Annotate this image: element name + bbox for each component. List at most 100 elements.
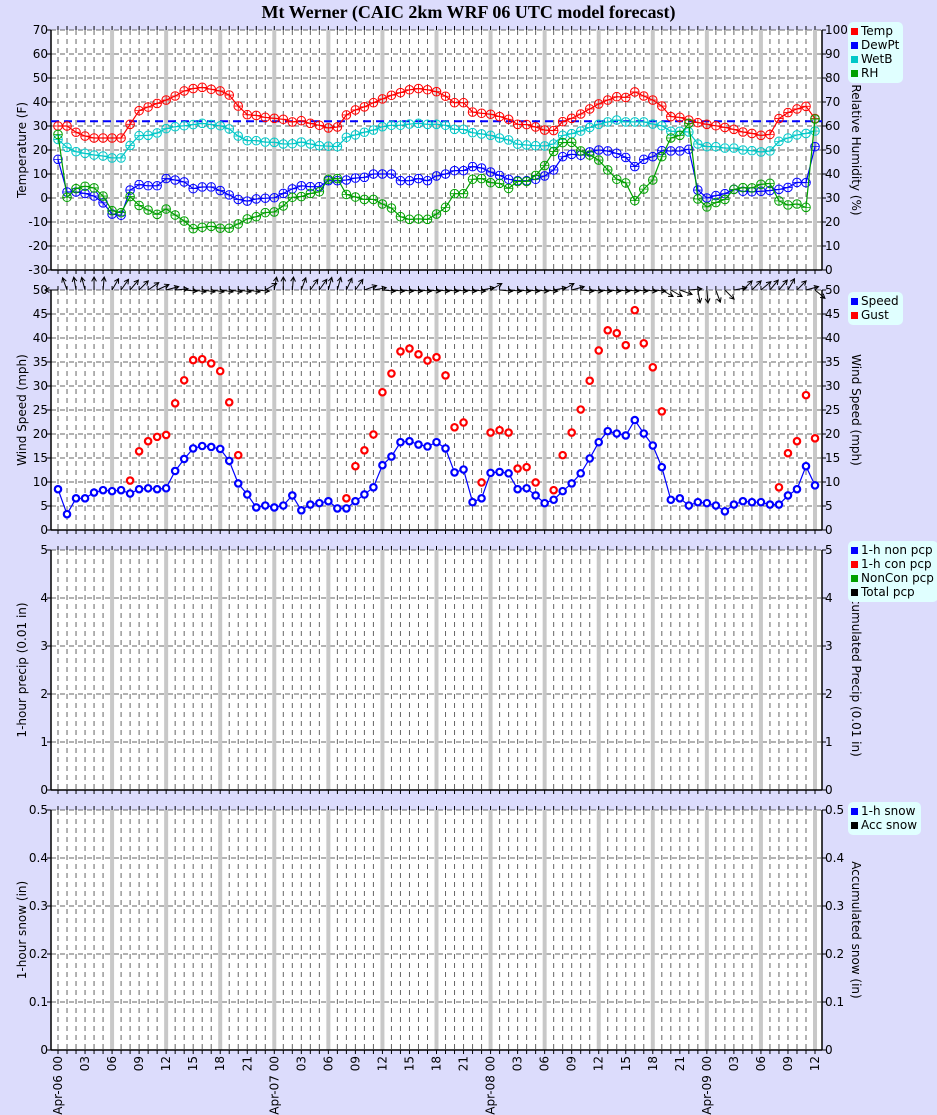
data-point: [594, 346, 604, 355]
data-point: [765, 500, 775, 509]
data-point-cross: [351, 105, 360, 114]
legend-item-wetb: WetB: [851, 52, 899, 66]
data-point-cross: [468, 162, 477, 171]
data-point-cross: [558, 138, 567, 147]
data-point: [504, 428, 513, 437]
wind-arrow: [111, 277, 120, 291]
y-tick-label: 50: [33, 283, 48, 297]
data-point-cross: [207, 182, 216, 191]
wind-arrow: [607, 287, 622, 294]
data-point-cross: [369, 170, 378, 178]
data-point: [503, 183, 514, 194]
data-point-cross: [198, 119, 207, 128]
data-point-cross: [405, 120, 414, 129]
data-point-cross: [585, 123, 594, 132]
data-point: [71, 183, 81, 194]
data-point-cross: [495, 179, 504, 188]
data-point: [756, 179, 766, 190]
data-point: [233, 219, 244, 229]
wind-arrow: [643, 287, 658, 294]
data-point: [792, 436, 802, 446]
data-point: [305, 139, 316, 149]
y-tick-label: 3: [40, 639, 48, 653]
data-point: [774, 136, 784, 147]
data-point-cross: [666, 112, 675, 121]
data-point: [792, 104, 802, 114]
data-point: [333, 504, 342, 513]
data-point-cross: [657, 102, 666, 111]
data-point: [278, 188, 289, 199]
data-point: [377, 199, 388, 209]
data-point: [305, 188, 316, 199]
legend-item-rh: RH: [851, 66, 899, 80]
data-point: [414, 440, 423, 449]
legend-swatch: [851, 822, 858, 829]
data-point-cross: [531, 122, 540, 131]
data-point-cross: [603, 117, 612, 126]
wind-arrow: [742, 280, 753, 291]
wind-arrow: [589, 287, 604, 294]
data-point-cross: [576, 110, 585, 118]
data-point-cross: [594, 146, 603, 154]
data-point: [143, 102, 153, 112]
x-tick-label: 06: [105, 1056, 119, 1071]
data-point: [287, 117, 298, 127]
data-point-cross: [504, 184, 513, 193]
data-point: [539, 160, 550, 171]
data-point: [188, 223, 198, 234]
data-point-cross: [513, 140, 522, 149]
data-point-cross: [585, 151, 594, 160]
data-point-cross: [387, 121, 396, 130]
data-point-cross: [657, 152, 666, 161]
data-point-cross: [486, 131, 495, 140]
data-point: [738, 496, 748, 506]
data-point-cross: [360, 173, 369, 182]
data-point: [558, 486, 567, 496]
data-point: [377, 94, 388, 104]
x-tick-label: 12: [375, 1056, 389, 1071]
data-point: [639, 338, 649, 348]
y-tick-label: 40: [33, 331, 48, 345]
wind-arrow: [805, 284, 820, 291]
data-point-cross: [207, 120, 216, 129]
y-tick-label: 4: [40, 591, 48, 605]
wind-arrow: [704, 289, 711, 304]
data-point: [801, 128, 811, 139]
data-point: [125, 191, 135, 202]
data-point: [62, 192, 72, 203]
data-point-cross: [738, 128, 747, 136]
y-tick-label: -10: [28, 215, 48, 229]
data-point-cross: [702, 142, 711, 151]
data-point: [269, 207, 280, 217]
data-point-cross: [270, 138, 279, 147]
data-point-cross: [504, 115, 513, 124]
data-point-cross: [315, 141, 324, 150]
data-point-cross: [243, 197, 252, 206]
data-point: [134, 484, 144, 494]
data-point-cross: [171, 176, 180, 184]
data-point: [179, 86, 189, 96]
data-point: [71, 127, 81, 138]
data-point: [693, 139, 703, 149]
legend-item-noncon-pcp: NonCon pcp: [851, 571, 934, 585]
data-point-cross: [666, 134, 675, 142]
data-point-cross: [360, 195, 369, 204]
data-point: [342, 494, 351, 503]
y-axis-label-right: Accumulated snow (in): [849, 861, 863, 998]
data-point-cross: [423, 120, 432, 129]
data-point: [116, 207, 126, 218]
data-point-cross: [711, 198, 720, 207]
wind-arrow: [120, 278, 130, 291]
data-point: [188, 444, 198, 453]
data-point: [215, 86, 226, 96]
data-point-cross: [396, 176, 405, 185]
wind-arrow: [318, 278, 328, 291]
data-point-cross: [567, 138, 576, 147]
data-point-cross: [711, 121, 720, 130]
x-tick-label: 03: [511, 1056, 525, 1071]
data-point-cross: [621, 93, 630, 102]
data-point: [395, 120, 406, 131]
data-point: [458, 165, 469, 176]
data-point-cross: [198, 83, 207, 92]
data-point: [774, 196, 784, 206]
